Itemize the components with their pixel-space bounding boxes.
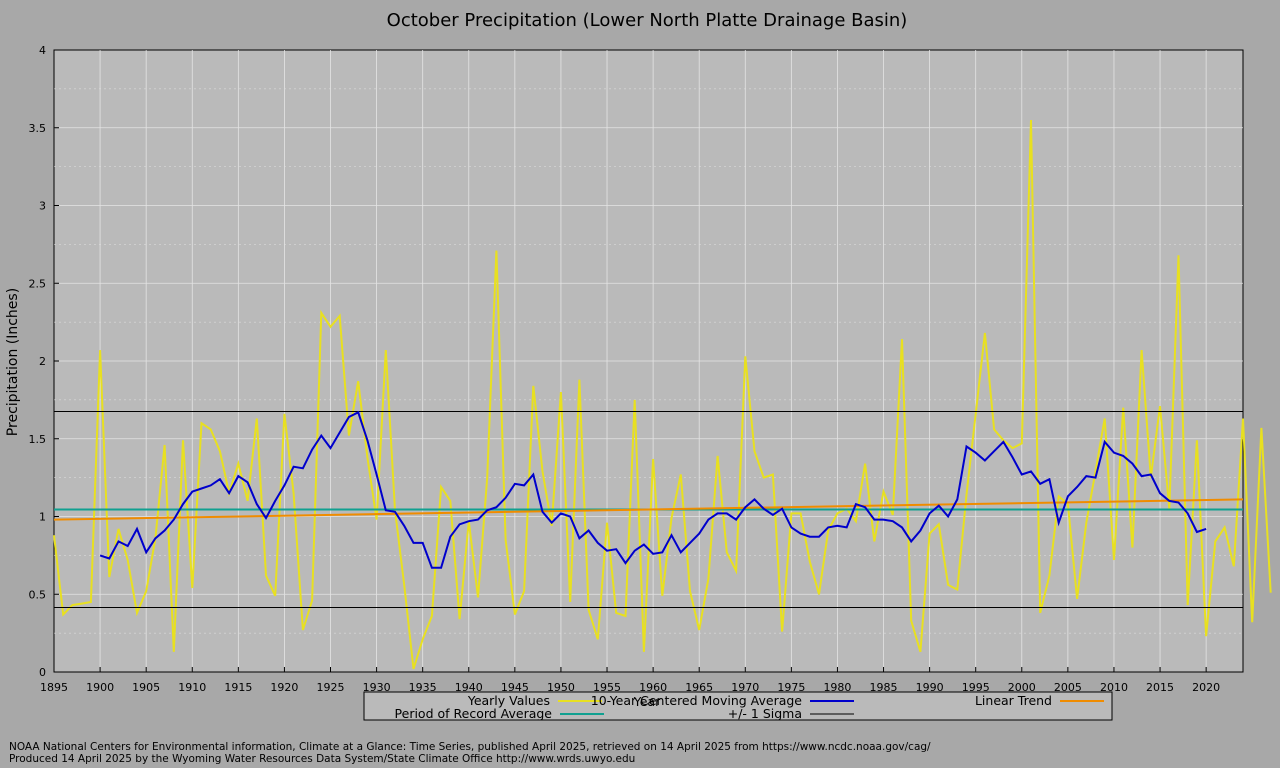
y-tick-label: 3.5 <box>29 122 47 135</box>
y-tick-label: 0 <box>39 666 46 679</box>
legend: Yearly Values 10-Year Centered Moving Av… <box>363 691 1113 721</box>
x-tick-label: 1915 <box>224 681 252 694</box>
x-tick-label: 1965 <box>685 681 713 694</box>
chart-title: October Precipitation (Lower North Platt… <box>387 10 908 31</box>
x-tick-label: 1975 <box>777 681 805 694</box>
x-tick-label: 1990 <box>916 681 944 694</box>
series-moving-average <box>99 410 1207 569</box>
y-tick-label: 2.5 <box>29 277 47 290</box>
x-tick-label: 2015 <box>1146 681 1174 694</box>
legend-label-yearly: Yearly Values <box>467 693 550 708</box>
x-tick-label: 2020 <box>1192 681 1220 694</box>
x-tick-label: 1940 <box>455 681 483 694</box>
x-tick-label: 1980 <box>823 681 851 694</box>
y-tick-label: 2 <box>39 355 46 368</box>
x-tick-label: 2000 <box>1008 681 1036 694</box>
legend-label-moving-average: 10-Year Centered Moving Average <box>591 693 803 708</box>
x-tick-label: 1995 <box>962 681 990 694</box>
x-tick-label: 1960 <box>639 681 667 694</box>
x-tick-label: 1950 <box>547 681 575 694</box>
x-tick-label: 1895 <box>40 681 68 694</box>
footer-source: NOAA National Centers for Environmental … <box>9 741 931 753</box>
x-tick-label: 1935 <box>409 681 437 694</box>
y-tick-label: 1.5 <box>29 433 47 446</box>
y-axis-label: Precipitation (Inches) <box>5 288 21 436</box>
legend-box <box>363 691 1113 721</box>
x-axis-label: Year <box>633 694 661 709</box>
x-tick-label: 1930 <box>363 681 391 694</box>
x-tick-label: 1955 <box>593 681 621 694</box>
x-tick-label: 1900 <box>86 681 114 694</box>
y-tick-label: 0.5 <box>29 588 47 601</box>
x-tick-label: 1910 <box>178 681 206 694</box>
x-axis: 1895 1900 1905 1910 1915 1920 1925 1930 1935 1940… <box>40 667 1220 694</box>
x-tick-label: 1925 <box>317 681 345 694</box>
footer-credit: Produced 14 April 2025 by the Wyoming Wa… <box>9 753 636 765</box>
y-tick-label: 4 <box>39 44 46 57</box>
series-linear-trend <box>53 498 1244 521</box>
x-tick-label: 2010 <box>1100 681 1128 694</box>
y-tick-label: 3 <box>39 200 46 213</box>
x-tick-label: 1985 <box>870 681 898 694</box>
x-tick-label: 1905 <box>132 681 160 694</box>
series-yearly-values <box>53 119 1272 670</box>
grid <box>54 50 1243 672</box>
legend-label-linear-trend: Linear Trend <box>975 693 1052 708</box>
legend-label-period-average: Period of Record Average <box>395 706 553 721</box>
x-tick-label: 1920 <box>270 681 298 694</box>
y-tick-label: 1 <box>39 511 46 524</box>
legend-label-sigma: +/- 1 Sigma <box>728 706 802 721</box>
x-tick-label: 2005 <box>1054 681 1082 694</box>
x-tick-label: 1945 <box>501 681 529 694</box>
series-layer <box>53 119 1272 670</box>
x-tick-label: 1970 <box>731 681 759 694</box>
y-axis: 0 0.5 1 1.5 2 2.5 3 3.5 4 <box>29 44 59 679</box>
